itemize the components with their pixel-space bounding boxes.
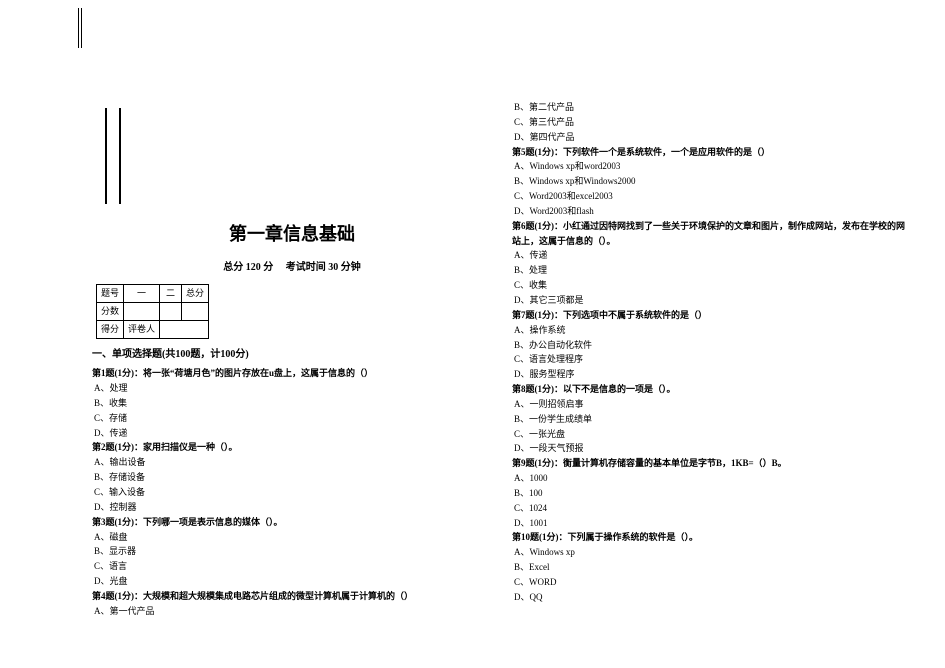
option-d: D、Word2003和flash <box>512 204 912 219</box>
table-row: 得分 评卷人 <box>97 320 209 338</box>
exam-time: 考试时间 30 分钟 <box>286 262 361 273</box>
question-4: 第4题(1分)：大规模和超大规模集成电路芯片组成的微型计算机属于计算机的（） A… <box>92 589 492 619</box>
option-a: A、Windows xp <box>512 545 912 560</box>
option-c: C、存储 <box>92 411 492 426</box>
cell: 二 <box>160 285 182 303</box>
option-d: D、光盘 <box>92 574 492 589</box>
option-c: C、1024 <box>512 501 912 516</box>
option-a: A、一则招领启事 <box>512 397 912 412</box>
option-c: C、第三代产品 <box>512 115 912 130</box>
question-stem: 第6题(1分)：小红通过因特网找到了一些关于环境保护的文章和图片，制作成网站，发… <box>512 219 912 249</box>
option-a: A、操作系统 <box>512 323 912 338</box>
option-c: C、WORD <box>512 575 912 590</box>
page-title: 第一章信息基础 <box>92 220 492 250</box>
question-stem: 第10题(1分)：下列属于操作系统的软件是（）。 <box>512 530 912 545</box>
option-b: B、办公自动化软件 <box>512 338 912 353</box>
option-c: C、收集 <box>512 278 912 293</box>
option-d: D、1001 <box>512 516 912 531</box>
option-d: D、其它三项都是 <box>512 293 912 308</box>
option-b: B、存储设备 <box>92 470 492 485</box>
option-c: C、一张光盘 <box>512 427 912 442</box>
cell <box>160 320 209 338</box>
question-1: 第1题(1分)：将一张“荷塘月色”的图片存放在u盘上，这属于信息的（） A、处理… <box>92 366 492 440</box>
page-columns: 第一章信息基础 总分 120 分 考试时间 30 分钟 题号 一 二 总分 分数… <box>92 100 912 640</box>
question-stem: 第7题(1分)：下列选项中不属于系统软件的是（） <box>512 308 912 323</box>
option-a: A、Windows xp和word2003 <box>512 159 912 174</box>
question-5: 第5题(1分)：下列软件一个是系统软件，一个是应用软件的是（） A、Window… <box>512 145 912 219</box>
column-left: 第一章信息基础 总分 120 分 考试时间 30 分钟 题号 一 二 总分 分数… <box>92 100 492 640</box>
option-b: B、Windows xp和Windows2000 <box>512 174 912 189</box>
question-10: 第10题(1分)：下列属于操作系统的软件是（）。 A、Windows xp B、… <box>512 530 912 604</box>
cell-label: 分数 <box>97 303 124 321</box>
question-2: 第2题(1分)：家用扫描仪是一种（）。 A、输出设备 B、存储设备 C、输入设备… <box>92 440 492 514</box>
score-table: 题号 一 二 总分 分数 得分 评卷人 <box>96 284 209 339</box>
cell-label: 评卷人 <box>124 320 160 338</box>
option-d: D、QQ <box>512 590 912 605</box>
option-b: B、Excel <box>512 560 912 575</box>
option-b: B、100 <box>512 486 912 501</box>
cell <box>182 303 209 321</box>
option-a: A、磁盘 <box>92 530 492 545</box>
option-a: A、第一代产品 <box>92 604 492 619</box>
page-crop-mark-top <box>78 8 82 48</box>
question-stem: 第9题(1分)：衡量计算机存储容量的基本单位是字节B，1KB=（）B。 <box>512 456 912 471</box>
question-stem: 第3题(1分)：下列哪一项是表示信息的媒体（）。 <box>92 515 492 530</box>
option-b: B、一份学生成绩单 <box>512 412 912 427</box>
question-4-tail: B、第二代产品 C、第三代产品 D、第四代产品 <box>512 100 912 145</box>
option-b: B、处理 <box>512 263 912 278</box>
question-stem: 第2题(1分)：家用扫描仪是一种（）。 <box>92 440 492 455</box>
option-d: D、一段天气预报 <box>512 441 912 456</box>
option-c: C、Word2003和excel2003 <box>512 189 912 204</box>
option-d: D、服务型程序 <box>512 367 912 382</box>
cell: 总分 <box>182 285 209 303</box>
exam-info-line: 总分 120 分 考试时间 30 分钟 <box>92 260 492 277</box>
option-c: C、语言 <box>92 559 492 574</box>
question-7: 第7题(1分)：下列选项中不属于系统软件的是（） A、操作系统 B、办公自动化软… <box>512 308 912 382</box>
cell <box>160 303 182 321</box>
question-stem: 第4题(1分)：大规模和超大规模集成电路芯片组成的微型计算机属于计算机的（） <box>92 589 492 604</box>
question-9: 第9题(1分)：衡量计算机存储容量的基本单位是字节B，1KB=（）B。 A、10… <box>512 456 912 530</box>
cell-label: 题号 <box>97 285 124 303</box>
question-3: 第3题(1分)：下列哪一项是表示信息的媒体（）。 A、磁盘 B、显示器 C、语言… <box>92 515 492 589</box>
question-6: 第6题(1分)：小红通过因特网找到了一些关于环境保护的文章和图片，制作成网站，发… <box>512 219 912 308</box>
cell: 一 <box>124 285 160 303</box>
option-d: D、第四代产品 <box>512 130 912 145</box>
option-b: B、显示器 <box>92 544 492 559</box>
option-c: C、输入设备 <box>92 485 492 500</box>
question-stem: 第8题(1分)：以下不是信息的一项是（）。 <box>512 382 912 397</box>
option-c: C、语言处理程序 <box>512 352 912 367</box>
column-right: B、第二代产品 C、第三代产品 D、第四代产品 第5题(1分)：下列软件一个是系… <box>512 100 912 640</box>
question-stem: 第1题(1分)：将一张“荷塘月色”的图片存放在u盘上，这属于信息的（） <box>92 366 492 381</box>
cell <box>124 303 160 321</box>
option-b: B、第二代产品 <box>512 100 912 115</box>
option-d: D、控制器 <box>92 500 492 515</box>
table-row: 题号 一 二 总分 <box>97 285 209 303</box>
question-stem: 第5题(1分)：下列软件一个是系统软件，一个是应用软件的是（） <box>512 145 912 160</box>
option-a: A、输出设备 <box>92 455 492 470</box>
option-a: A、1000 <box>512 471 912 486</box>
total-score: 总分 120 分 <box>223 262 273 273</box>
table-row: 分数 <box>97 303 209 321</box>
option-d: D、传递 <box>92 426 492 441</box>
option-a: A、处理 <box>92 381 492 396</box>
option-b: B、收集 <box>92 396 492 411</box>
section-heading: 一、单项选择题(共100题，计100分) <box>92 347 492 364</box>
question-8: 第8题(1分)：以下不是信息的一项是（）。 A、一则招领启事 B、一份学生成绩单… <box>512 382 912 456</box>
option-a: A、传递 <box>512 248 912 263</box>
cell-label: 得分 <box>97 320 124 338</box>
